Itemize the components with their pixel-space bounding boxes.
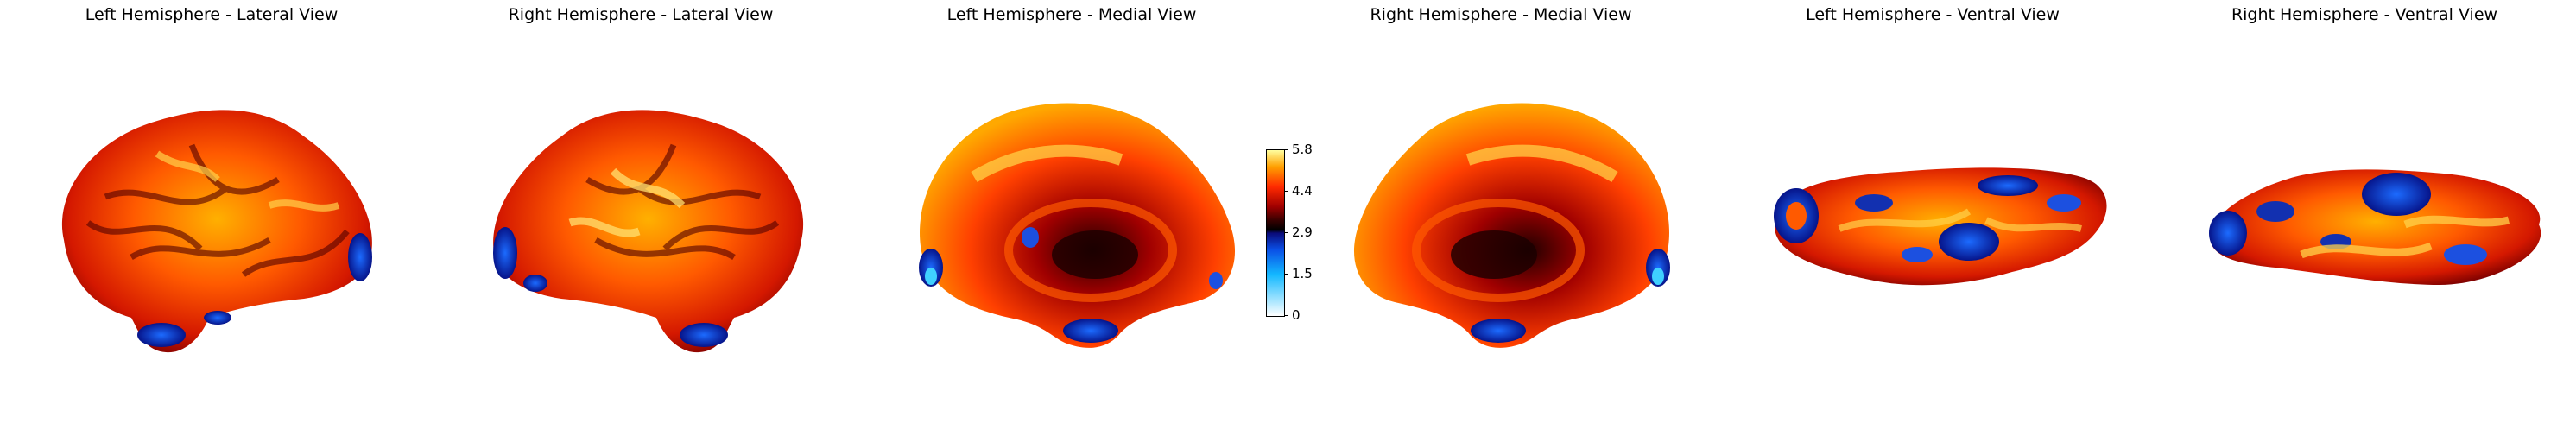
colorbar-tick: [1284, 232, 1288, 233]
brain-right-lateral: [493, 110, 804, 353]
panel-title-left-medial: Left Hemisphere - Medial View: [946, 5, 1197, 24]
colorbar-tick-label: 5.8: [1292, 142, 1313, 157]
panel-title-right-lateral: Right Hemisphere - Lateral View: [508, 5, 774, 24]
colorbar-tick: [1284, 315, 1288, 316]
brain-right-ventral: [2209, 169, 2541, 285]
colorbar-tick: [1284, 149, 1288, 150]
panel-title-left-lateral: Left Hemisphere - Lateral View: [85, 5, 339, 24]
colorbar-tick-label: 2.9: [1292, 224, 1313, 240]
brain-right-medial: [1353, 103, 1670, 348]
brain-left-medial: [919, 103, 1236, 348]
colorbar-tick-label: 4.4: [1292, 183, 1313, 199]
brain-left-lateral: [61, 110, 372, 353]
colorbar-tick-label: 0: [1292, 307, 1301, 323]
panel-title-left-ventral: Left Hemisphere - Ventral View: [1806, 5, 2060, 24]
colorbar-tick: [1284, 191, 1288, 192]
colorbar-tick-label: 1.5: [1292, 266, 1313, 281]
brain-left-ventral: [1774, 167, 2107, 286]
colorbar-tick: [1284, 274, 1288, 275]
colorbar: [1266, 149, 1285, 317]
panel-title-right-medial: Right Hemisphere - Medial View: [1370, 5, 1632, 24]
panel-title-right-ventral: Right Hemisphere - Ventral View: [2231, 5, 2498, 24]
